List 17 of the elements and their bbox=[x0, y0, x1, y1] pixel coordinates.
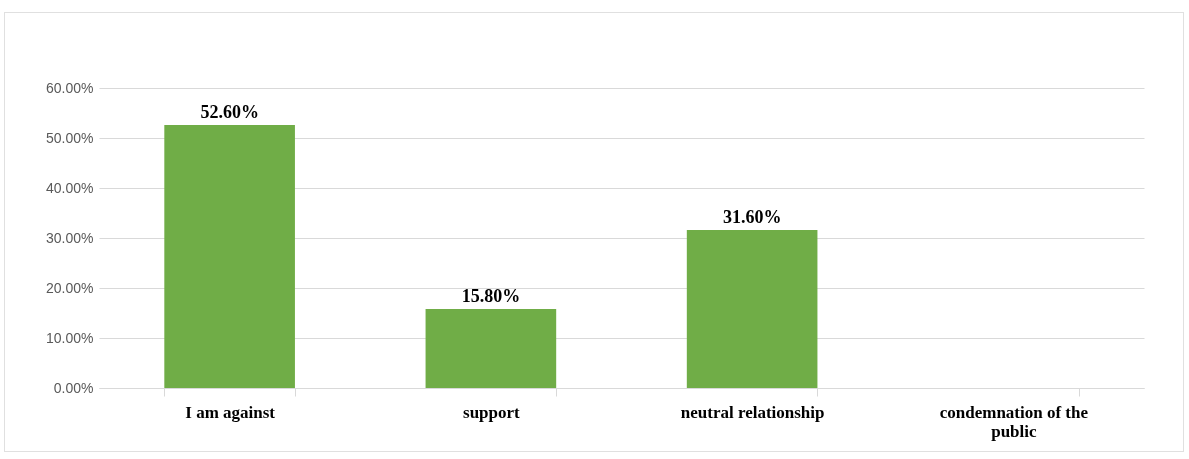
data-label: 15.80% bbox=[461, 286, 521, 306]
bar bbox=[425, 309, 557, 388]
bar bbox=[686, 230, 818, 388]
y-tick-label: 0.00% bbox=[53, 379, 94, 396]
data-label: 52.60% bbox=[200, 102, 259, 122]
x-tick-label: I am against bbox=[185, 402, 276, 422]
data-label: 31.60% bbox=[722, 207, 782, 227]
bar bbox=[164, 125, 295, 388]
x-tick-label: condemnation of the public bbox=[939, 402, 1089, 441]
y-tick-label: 40.00% bbox=[46, 179, 94, 196]
y-tick-label: 60.00% bbox=[46, 79, 94, 96]
x-tick-label: neutral relationship bbox=[680, 402, 825, 422]
y-tick-label: 20.00% bbox=[46, 279, 94, 296]
y-tick-label: 30.00% bbox=[46, 229, 94, 246]
x-tick-label: support bbox=[463, 402, 521, 422]
y-tick-label: 50.00% bbox=[46, 129, 94, 146]
y-tick-label: 10.00% bbox=[46, 329, 94, 346]
